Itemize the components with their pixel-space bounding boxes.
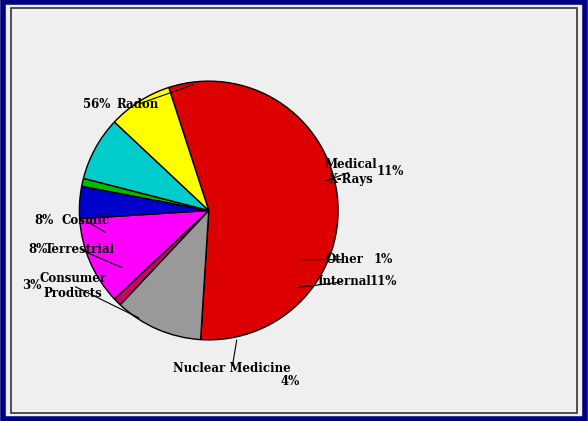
Wedge shape bbox=[82, 179, 209, 210]
Text: 56%: 56% bbox=[82, 98, 110, 111]
Text: 11%: 11% bbox=[376, 165, 403, 178]
Text: Medical
X-Rays: Medical X-Rays bbox=[325, 158, 377, 186]
Wedge shape bbox=[79, 210, 209, 299]
Text: Radon: Radon bbox=[116, 98, 159, 111]
Wedge shape bbox=[169, 81, 338, 340]
Text: Cosmic: Cosmic bbox=[62, 214, 110, 227]
Text: Consumer
Products: Consumer Products bbox=[39, 272, 106, 299]
Text: Internal: Internal bbox=[318, 275, 372, 288]
Text: 4%: 4% bbox=[280, 375, 300, 388]
Text: 8%: 8% bbox=[28, 243, 48, 256]
Wedge shape bbox=[115, 210, 209, 305]
Text: 11%: 11% bbox=[370, 275, 397, 288]
Text: 8%: 8% bbox=[35, 214, 54, 227]
Wedge shape bbox=[83, 122, 209, 210]
Text: Terrestrial: Terrestrial bbox=[44, 243, 115, 256]
Text: 1%: 1% bbox=[374, 253, 393, 266]
Wedge shape bbox=[120, 210, 209, 340]
Text: Other: Other bbox=[326, 253, 363, 266]
Wedge shape bbox=[79, 186, 209, 218]
Wedge shape bbox=[115, 88, 209, 210]
Text: 3%: 3% bbox=[22, 279, 41, 292]
Text: Nuclear Medicine: Nuclear Medicine bbox=[173, 362, 291, 375]
